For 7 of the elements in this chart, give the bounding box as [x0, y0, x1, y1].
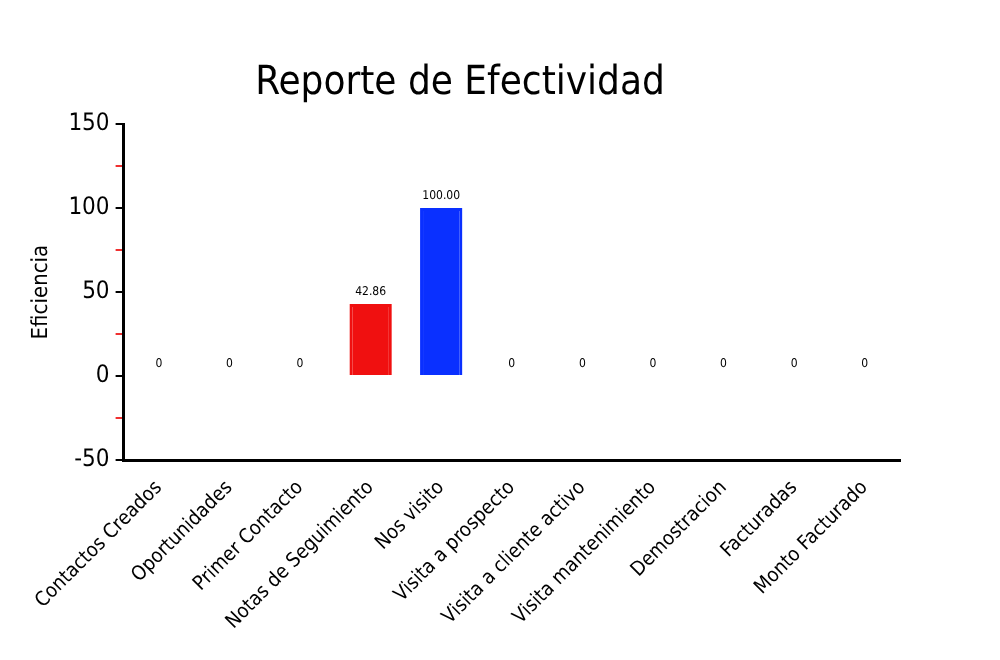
- y-tick-label: 100: [68, 192, 110, 221]
- y-axis-title: Eficiencia: [26, 244, 53, 340]
- chart-title: Reporte de Efectividad: [255, 56, 665, 105]
- y-tick-label: 50: [82, 276, 110, 305]
- y-tick-label: 150: [68, 108, 110, 137]
- y-tick-label: 0: [95, 360, 110, 389]
- y-tick-label: -50: [74, 444, 110, 473]
